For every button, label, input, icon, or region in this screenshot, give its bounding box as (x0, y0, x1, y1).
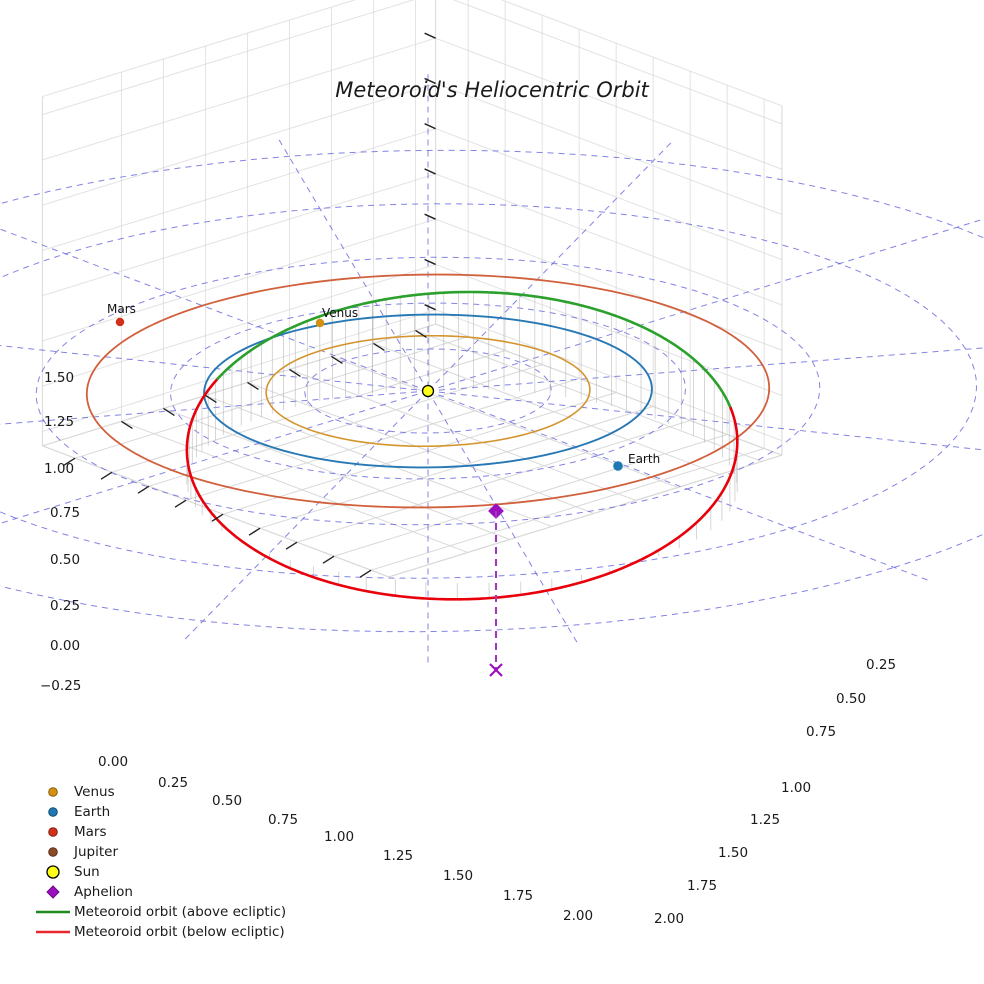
circle-icon (32, 782, 74, 802)
legend-item-venus[interactable]: Venus (32, 782, 302, 802)
line-icon (32, 902, 74, 922)
legend-item-label: Venus (74, 784, 115, 800)
mars-marker[interactable] (115, 317, 125, 327)
meteoroid-orbit-path (185, 290, 739, 601)
legend[interactable]: Venus Earth Mars Jupiter Sun Aphelion Meteoroi… (32, 782, 302, 942)
circle-icon (32, 822, 74, 842)
legend-item-sun[interactable]: Sun (32, 862, 302, 882)
legend-item-meteoroid-orbit-above-ecliptic[interactable]: Meteoroid orbit (above ecliptic) (32, 902, 302, 922)
legend-item-aphelion[interactable]: Aphelion (32, 882, 302, 902)
legend-item-label: Meteoroid orbit (below ecliptic) (74, 924, 285, 940)
diamond-icon (32, 882, 74, 902)
circle-icon (32, 802, 74, 822)
line-icon (32, 922, 74, 942)
legend-item-label: Meteoroid orbit (above ecliptic) (74, 904, 287, 920)
legend-item-earth[interactable]: Earth (32, 802, 302, 822)
legend-item-label: Mars (74, 824, 107, 840)
planet-orbit-rings (85, 273, 771, 509)
circle-large-icon (32, 862, 74, 882)
meteoroid-stem-lines (186, 292, 738, 600)
aphelion-ground-marker (489, 663, 503, 677)
legend-item-label: Jupiter (74, 844, 119, 860)
sun-marker[interactable] (421, 384, 435, 398)
legend-item-label: Earth (74, 804, 111, 820)
legend-item-mars[interactable]: Mars (32, 822, 302, 842)
axis-tick-marks (63, 32, 436, 578)
axes-pane-gridlines (41, 0, 783, 578)
legend-item-meteoroid-orbit-below-ecliptic[interactable]: Meteoroid orbit (below ecliptic) (32, 922, 302, 942)
venus-marker[interactable] (315, 318, 325, 328)
earth-marker[interactable] (613, 461, 623, 471)
circle-icon (32, 842, 74, 862)
polar-dashed-gridlines (0, 74, 984, 663)
celestial-body-markers[interactable] (115, 317, 623, 677)
legend-item-jupiter[interactable]: Jupiter (32, 842, 302, 862)
legend-item-label: Sun (74, 864, 100, 880)
legend-item-label: Aphelion (74, 884, 133, 900)
